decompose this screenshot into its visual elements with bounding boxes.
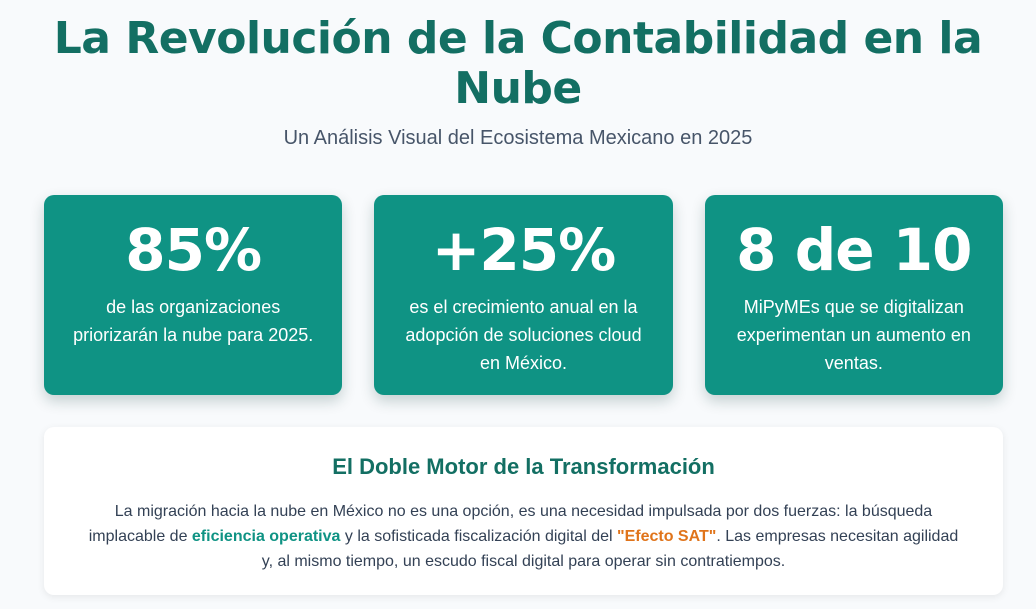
page-title: La Revolución de la Contabilidad en la N… — [53, 13, 983, 114]
paragraph-text: . Las empresas necesitan agilidad y, al … — [261, 528, 959, 570]
transformation-section: El Doble Motor de la Transformación La m… — [44, 427, 1003, 595]
paragraph-text: y la sofisticada fiscalización digital d… — [340, 528, 617, 545]
highlight-efficiency: eficiencia operativa — [191, 528, 341, 545]
hero-header: La Revolución de la Contabilidad en la N… — [0, 0, 1036, 150]
paragraph-text: La migración hacia la nube en México no … — [88, 503, 933, 545]
stat-description: MiPyMEs que se digitalizan experimentan … — [736, 297, 971, 373]
stats-row: 85% de las organizaciones priorizarán la… — [44, 195, 1003, 395]
section-title: El Doble Motor de la Transformación — [332, 454, 715, 479]
stat-value: 85% — [125, 216, 262, 284]
highlight-sat-effect: "Efecto SAT" — [617, 528, 717, 545]
stat-description: de las organizaciones priorizarán la nub… — [73, 297, 314, 345]
section-paragraph: La migración hacia la nube en México no … — [84, 499, 963, 574]
page-subtitle: Un Análisis Visual del Ecosistema Mexica… — [283, 127, 753, 149]
stat-value: 8 de 10 — [736, 216, 972, 284]
stat-value: +25% — [431, 216, 616, 284]
stat-description: es el crecimiento anual en la adopción d… — [405, 297, 642, 373]
stat-card-organizations: 85% de las organizaciones priorizarán la… — [44, 195, 343, 395]
stat-card-growth: +25% es el crecimiento anual en la adopc… — [374, 195, 673, 395]
stat-card-mipymes: 8 de 10 MiPyMEs que se digitalizan exper… — [704, 195, 1003, 395]
